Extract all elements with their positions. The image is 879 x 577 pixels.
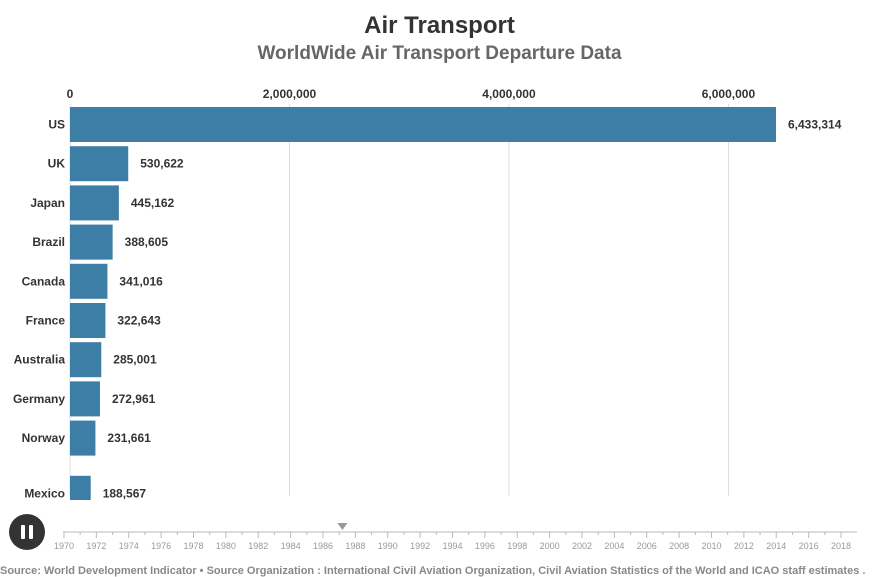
value-label: 6,433,314 xyxy=(788,118,842,132)
timeline-year-label: 2008 xyxy=(669,541,689,551)
pause-button[interactable] xyxy=(9,514,45,550)
timeline-year-label: 2000 xyxy=(540,541,560,551)
timeline-year-label: 1974 xyxy=(119,541,139,551)
bar-chart: 0 2,000,000 4,000,000 6,000,000 US 6,433,314… xyxy=(13,87,842,500)
timeline-year-label: 2016 xyxy=(799,541,819,551)
x-tick-label: 0 xyxy=(67,87,74,101)
timeline-year-label: 2002 xyxy=(572,541,592,551)
x-tick-label: 2,000,000 xyxy=(263,87,317,101)
value-label: 231,661 xyxy=(107,431,151,445)
value-label: 388,605 xyxy=(125,235,169,249)
timeline-year-label: 2014 xyxy=(766,541,786,551)
category-label: US xyxy=(48,118,65,132)
category-label: Brazil xyxy=(32,235,65,249)
x-axis-ticks: 0 2,000,000 4,000,000 6,000,000 xyxy=(67,87,756,101)
value-label: 188,567 xyxy=(103,486,147,500)
timeline-year-label: 1984 xyxy=(281,541,301,551)
timeline-year-label: 1986 xyxy=(313,541,333,551)
chart-subtitle: WorldWide Air Transport Departure Data xyxy=(257,43,622,64)
year-timeline-slider[interactable]: 1970 1972 1974 1976 1978 1980 1982 1984 1986 1988… xyxy=(0,518,879,554)
value-label: 285,001 xyxy=(113,353,157,367)
category-label: Mexico xyxy=(24,486,65,500)
value-label: 272,961 xyxy=(112,392,156,406)
category-label: France xyxy=(26,314,66,328)
timeline-year-label: 2018 xyxy=(831,541,851,551)
category-label: Japan xyxy=(30,196,65,210)
timeline-year-label: 2006 xyxy=(637,541,657,551)
timeline-year-label: 1988 xyxy=(345,541,365,551)
timeline-year-label: 1998 xyxy=(507,541,527,551)
category-label: Norway xyxy=(22,431,66,445)
timeline-year-label: 1978 xyxy=(183,541,203,551)
timeline-year-label: 1982 xyxy=(248,541,268,551)
category-label: UK xyxy=(48,157,66,171)
category-label: Germany xyxy=(13,392,65,406)
bar xyxy=(70,381,100,417)
timeline-year-label: 2012 xyxy=(734,541,754,551)
category-label: Australia xyxy=(14,353,66,367)
bar xyxy=(70,185,119,221)
timeline-year-label: 1994 xyxy=(442,541,462,551)
value-label: 341,016 xyxy=(119,274,163,288)
source-note: Source: World Development Indicator • So… xyxy=(0,565,866,577)
x-tick-label: 4,000,000 xyxy=(482,87,536,101)
timeline-year-label: 1980 xyxy=(216,541,236,551)
timeline-year-label: 1990 xyxy=(378,541,398,551)
timeline-year-label: 1996 xyxy=(475,541,495,551)
bar xyxy=(70,224,113,260)
timeline-year-label: 1970 xyxy=(54,541,74,551)
bar xyxy=(70,146,129,182)
bar xyxy=(70,475,91,500)
bars: US 6,433,314 UK 530,622 Japan 445,162 Brazil 38… xyxy=(13,107,842,500)
value-label: 445,162 xyxy=(131,196,175,210)
timeline-handle[interactable] xyxy=(337,523,348,530)
timeline-year-label: 1976 xyxy=(151,541,171,551)
bar xyxy=(70,107,776,142)
value-label: 530,622 xyxy=(140,157,184,171)
timeline-year-label: 2010 xyxy=(701,541,721,551)
timeline-year-label: 1992 xyxy=(410,541,430,551)
timeline-year-label: 1972 xyxy=(86,541,106,551)
value-label: 322,643 xyxy=(117,314,161,328)
timeline-year-label: 2004 xyxy=(604,541,624,551)
x-tick-label: 6,000,000 xyxy=(702,87,756,101)
category-label: Canada xyxy=(22,274,66,288)
bar xyxy=(70,420,96,456)
bar xyxy=(70,303,106,338)
chart-title: Air Transport xyxy=(364,12,515,39)
bar xyxy=(70,342,102,378)
bar xyxy=(70,263,108,299)
